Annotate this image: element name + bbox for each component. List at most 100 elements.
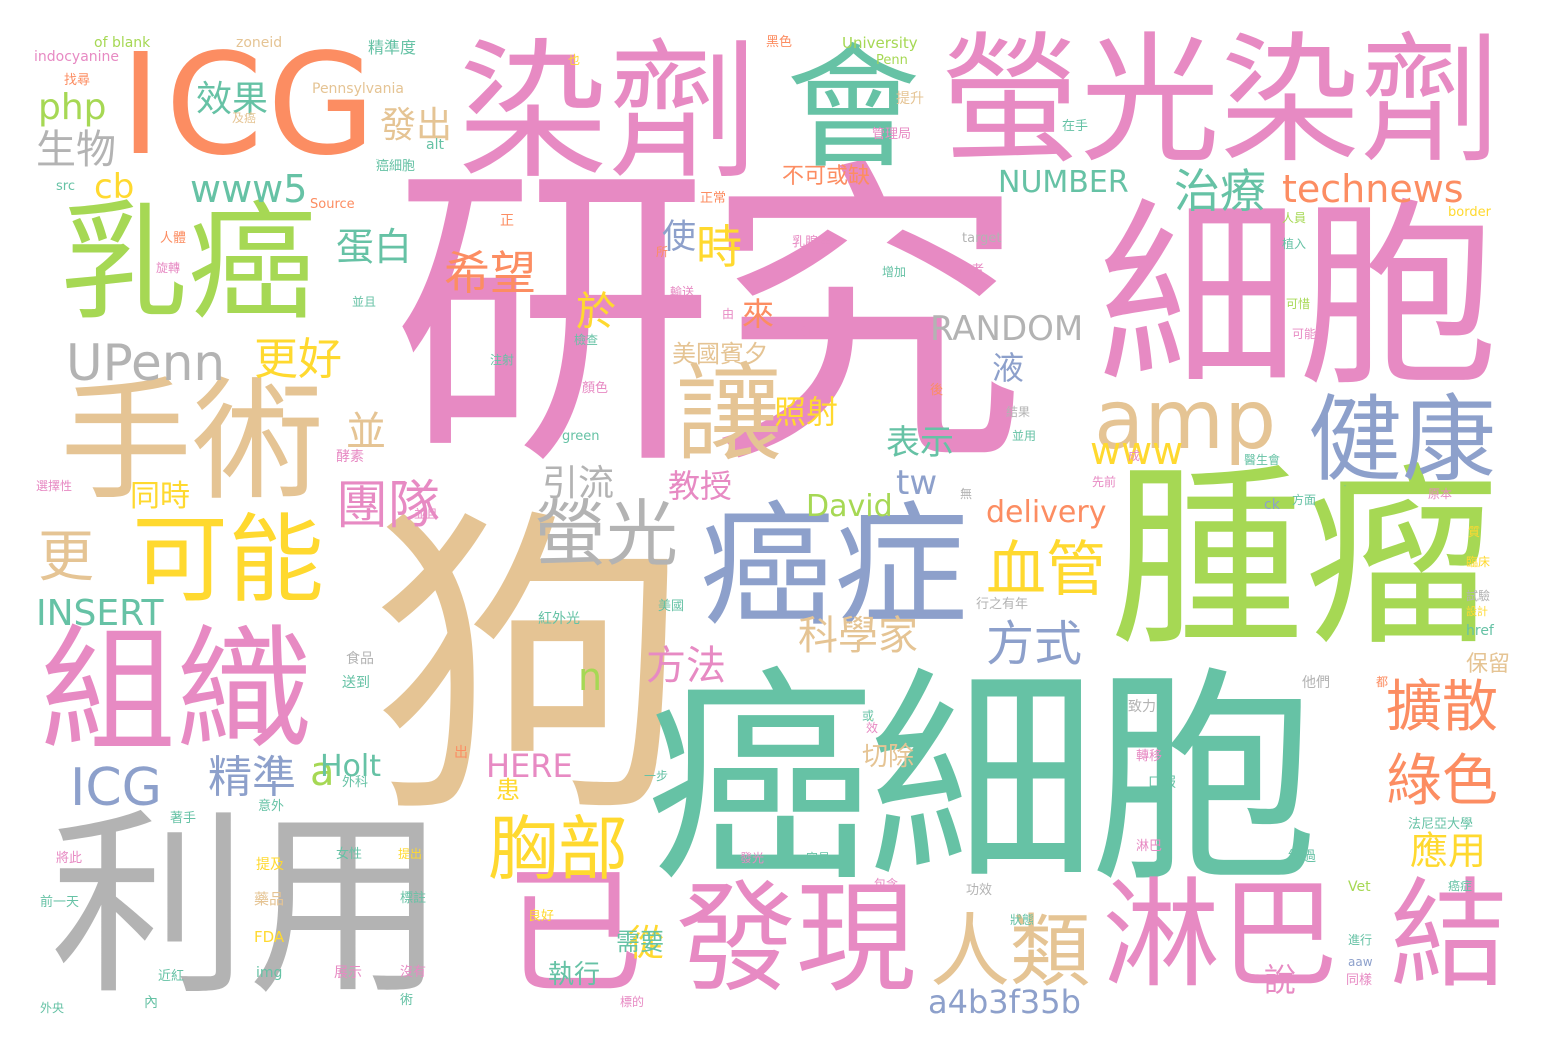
word-random: RANDOM [930, 309, 1084, 349]
word-from: 從 [628, 923, 665, 964]
word-become: 成 [1128, 449, 1141, 463]
word-cancer-small-3: 癌症 [1344, 486, 1346, 487]
word-upenn: UPenn [66, 334, 226, 392]
word-not-have: 沒有 [400, 965, 427, 980]
word-chest: 胸部 [488, 808, 628, 890]
word-previously: 先前 [1092, 475, 1117, 489]
word-better: 更好 [254, 334, 342, 385]
word-show: 展示 [334, 965, 362, 981]
word-design: 設計 [1466, 605, 1488, 618]
word-long-standing: 行之有年 [976, 597, 1029, 612]
word-spread: 擴散 [1386, 675, 1498, 740]
word-say: 說 [1264, 961, 1297, 999]
word-lymph-small: 淋巴 [1136, 839, 1163, 854]
word-resect: 切除 [862, 742, 915, 772]
word-at: 於 [576, 289, 616, 335]
word-effect: 效果 [196, 79, 269, 120]
word-reason: 由 [722, 307, 735, 321]
word-indispensable: 不可或缺 [782, 164, 871, 189]
word-propose: 提出 [398, 847, 423, 861]
word-holt: Holt [320, 749, 382, 784]
word-examine: 檢查 [574, 333, 599, 347]
word-in-hand: 在手 [1062, 119, 1089, 134]
word-vet: Vet [1348, 879, 1371, 895]
word-img: img [256, 965, 283, 981]
word-fluorescent-dye: 螢光染劑 [940, 20, 1501, 183]
word-green-cn: 綠色 [1386, 749, 1498, 814]
word-dog: 狗 [370, 484, 690, 856]
word-src: src [56, 179, 75, 194]
word-cancer-small-2: 癌症 [1448, 879, 1473, 893]
word-professor: 教授 [668, 467, 733, 505]
word-color: 顏色 [582, 381, 609, 396]
word-www: www [1090, 429, 1184, 473]
word-particle: 所 [656, 245, 669, 259]
word-utilize: 利用 [50, 791, 446, 1022]
word-health: 健康 [1308, 386, 1497, 495]
word-a: a [310, 749, 335, 795]
word-precision: 精準 [208, 752, 296, 803]
word-and: 並 [346, 409, 386, 455]
word-drainage: 引流 [542, 463, 615, 504]
word-cancer: 癌症 [700, 489, 969, 645]
word-easy: 容易 [806, 851, 831, 865]
word-clinical: 臨床 [1466, 555, 1491, 569]
word-or: 或 [862, 709, 875, 723]
word-emit: 發出 [380, 105, 453, 146]
word-human-body: 人體 [160, 231, 187, 246]
word-indocyanine: indocyanine [34, 49, 120, 65]
word-cancer-cell: 癌細胞 [646, 647, 1318, 913]
word-food: 食品 [346, 651, 374, 667]
word-thereby: 將此 [56, 851, 83, 866]
word-devote: 致力 [1128, 699, 1156, 715]
word-technews: technews [1282, 167, 1464, 211]
word-a4b3f35b: a4b3f35b [928, 983, 1081, 1021]
word-href: href [1466, 623, 1494, 639]
word-ck: ck [1264, 497, 1280, 513]
word-n: n [578, 655, 603, 699]
word-one-step: 一步 [644, 769, 669, 783]
word-label: 標註 [400, 891, 427, 906]
word-research: 研究 [392, 133, 1026, 508]
word-university: University [842, 34, 918, 52]
word-of-blank: of blank [94, 35, 151, 51]
word-inject: 注射 [490, 353, 515, 367]
word-fluorescence: 螢光 [534, 492, 679, 576]
word-vessel: 血管 [986, 535, 1106, 605]
word-tissue: 組織 [40, 613, 312, 771]
word-efficacy: 功效 [966, 883, 993, 898]
word-surgical: 外科 [342, 775, 369, 790]
word-deliver: 送到 [342, 675, 370, 691]
word-execute: 執行 [548, 960, 601, 990]
word-source: Source [310, 197, 355, 212]
word-enzyme: 酵素 [336, 449, 364, 465]
word-mention: 提及 [256, 857, 284, 873]
word-possible: 可能 [132, 504, 324, 616]
word-hope: 希望 [444, 246, 536, 300]
word-protein: 蛋白 [336, 225, 413, 269]
word-require: 需 [870, 720, 871, 721]
word-here: HERE [486, 747, 573, 785]
word-search: 找尋 [64, 73, 91, 88]
word-accident: 意外 [258, 799, 285, 814]
word-moreover: 並且 [352, 295, 377, 309]
word-patient: 患 [496, 776, 520, 804]
word-breast-adenocarcinoma: 乳腺癌 [792, 235, 832, 250]
word-fda: FDA [254, 928, 285, 946]
word-out: 出 [454, 745, 468, 761]
word-day-before: 前一天 [40, 895, 80, 910]
word-can: 會 [786, 31, 921, 187]
word-near-red: 近紅 [158, 969, 185, 984]
word-begin: 著手 [170, 811, 197, 826]
word-proceed: 進行 [1348, 933, 1373, 947]
word-glow: 發光 [740, 851, 765, 865]
word-they: 他們 [1302, 675, 1330, 691]
word-simultaneously: 同時 [130, 479, 190, 514]
word-none: 無 [960, 487, 973, 501]
word-usa: 美國 [658, 599, 685, 614]
word-us-penn: 美國賓夕 [672, 340, 768, 368]
word-number: NUMBER [998, 165, 1129, 200]
word-possible-small: 可能 [1292, 327, 1317, 341]
word-all: 都 [1376, 675, 1389, 689]
